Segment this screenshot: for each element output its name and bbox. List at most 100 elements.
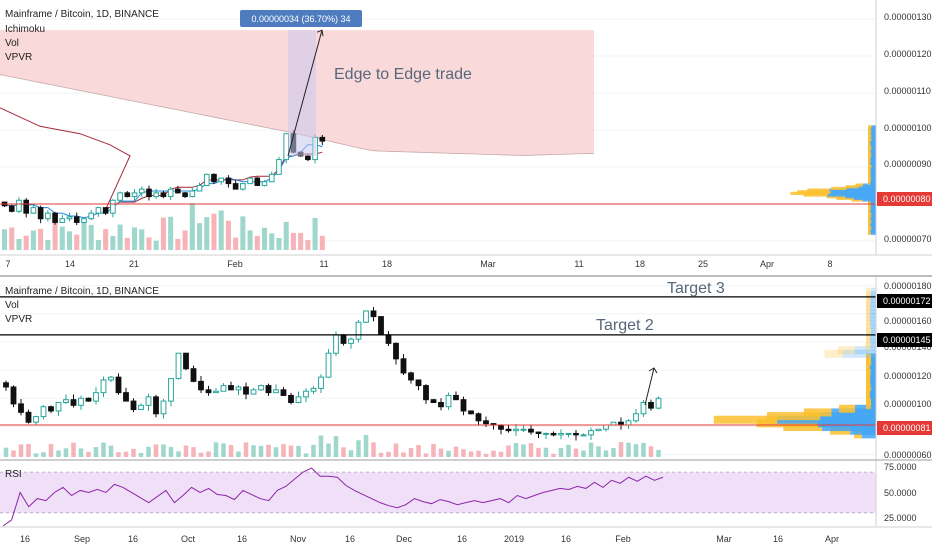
bottom-legend-vpvr[interactable]: VPVR [5,314,32,325]
top-legend-vol[interactable]: Vol [5,38,19,49]
bottom-x-tick: 16 [20,534,30,544]
volume-bar [276,238,282,250]
vpvr-sell-bar [868,133,872,137]
vpvr-sell-bar [866,335,870,344]
bottom-horizontal-lines[interactable] [0,296,876,426]
bottom-price-axis[interactable]: 0.00000180 0.00000160 0.00000140 0.00000… [875,277,932,526]
volume-bar [117,224,123,250]
candle-body [8,205,15,212]
vpvr-sell-bar [868,136,872,141]
candle-body [273,389,279,394]
candle-body [225,177,232,185]
candle-body [655,397,662,409]
vpvr-buy-bar [855,404,876,413]
bottom-price-tag-172-label: 0.00000172 [883,296,931,306]
vpvr-sell-bar [868,126,871,131]
measure-tool[interactable] [287,29,324,157]
top-legend-vpvr[interactable]: VPVR [5,52,32,63]
vpvr-buy-bar [829,188,876,192]
bottom-time-axis[interactable]: 16 Sep 16 Oct 16 Nov 16 Dec 16 2019 16 F… [0,526,932,544]
volume-bar [16,238,22,250]
vpvr-buy-bar [870,206,876,210]
volume-bar [108,445,114,457]
vpvr-buy-bar [870,223,876,227]
rsi-pane[interactable]: RSI 75.0000 50.0000 25.0000 [0,461,917,527]
vpvr-buy-bar [870,143,876,147]
vpvr-sell-bar [868,223,871,227]
top-price-axis[interactable]: 0.00000130 0.00000120 0.00000110 0.00000… [875,0,932,255]
candle-body [48,406,54,412]
vpvr-buy-bar [870,213,876,217]
volume-bar [88,224,94,250]
top-price-pane[interactable]: 0.00000034 (36.70%) 34 Edge to Edge trad… [0,0,932,269]
top-x-tick: 8 [827,259,832,269]
vpvr-buy-bar [827,193,876,197]
bottom-y-tick: 0.00000060 [884,450,932,460]
candle-body [280,389,287,396]
candle-body [100,379,107,394]
candle-body [205,389,212,394]
top-legend-ichimoku[interactable]: Ichimoku [5,24,45,35]
volume-bar [183,445,189,457]
volume-bar [423,453,429,457]
vpvr-sell-bar [868,143,871,147]
top-time-axis[interactable]: 7 14 21 Feb 11 18 Mar 11 18 25 Apr 8 [0,254,932,269]
candle-body [355,321,362,340]
volume-bar [633,444,639,457]
volume-bar [378,452,384,457]
annotation-target-2[interactable]: Target 2 [596,317,654,334]
target-arrow[interactable] [644,367,658,406]
volume-bar [446,450,451,457]
vpvr-sell-bar [868,141,871,146]
rsi-legend[interactable]: RSI [5,469,22,480]
top-price-tag-label: 0.00000080 [883,194,931,204]
candle-body [445,394,452,408]
target-arrow-line [644,367,655,406]
volume-bar [101,442,106,457]
vpvr-sell-bar [868,180,871,184]
vpvr-buy-bar [871,138,876,142]
candle-body [423,385,429,401]
volume-bar [132,227,138,250]
vpvr-sell-bar [868,128,872,132]
vpvr-buy-bar [870,170,876,174]
volume-bar [521,444,526,457]
volume-bar [198,452,204,457]
candle-body [550,432,557,436]
vpvr-buy-bar [869,335,876,344]
candle-body [73,216,80,223]
volume-bar [221,443,226,457]
vpvr-buy-bar [871,218,876,222]
volume-bar [283,221,289,250]
annotation-edge-to-edge[interactable]: Edge to Edge trade [334,66,472,83]
candle-body [408,372,414,381]
vpvr-sell-bar [713,415,778,424]
vpvr-buy-bar [870,151,876,156]
vpvr-sell-bar [868,158,871,162]
bottom-legend-title[interactable]: Mainframe / Bitcoin, 1D, BINANCE [5,286,159,297]
vpvr-buy-bar [871,133,876,137]
vpvr-buy-bar [871,324,876,333]
vpvr-sell-bar [866,327,871,336]
bottom-price-pane[interactable]: Mainframe / Bitcoin, 1D, BINANCE Vol VPV… [0,277,932,526]
bottom-x-tick: 16 [237,534,247,544]
vpvr-buy-bar [871,178,876,182]
bottom-legend-vol[interactable]: Vol [5,300,19,311]
rsi-y-tick: 75.0000 [884,462,917,472]
volume-bar [453,446,459,457]
annotation-target-3[interactable]: Target 3 [667,280,725,297]
volume-bar [182,230,188,250]
candle-body [573,432,579,436]
vpvr-sell-bar [868,210,871,214]
volume-bar [558,448,564,457]
vpvr-buy-bar [828,191,876,195]
vpvr-sell-bar [868,205,871,209]
top-x-tick: 18 [635,259,645,269]
rsi-axis[interactable]: 75.0000 50.0000 25.0000 [875,461,917,526]
top-legend-title[interactable]: Mainframe / Bitcoin, 1D, BINANCE [5,9,159,20]
vpvr-buy-bar [871,220,876,224]
volume-bar [240,216,246,250]
vpvr-sell-bar [868,201,872,205]
candle-body [325,352,332,378]
candle-body [295,396,302,403]
